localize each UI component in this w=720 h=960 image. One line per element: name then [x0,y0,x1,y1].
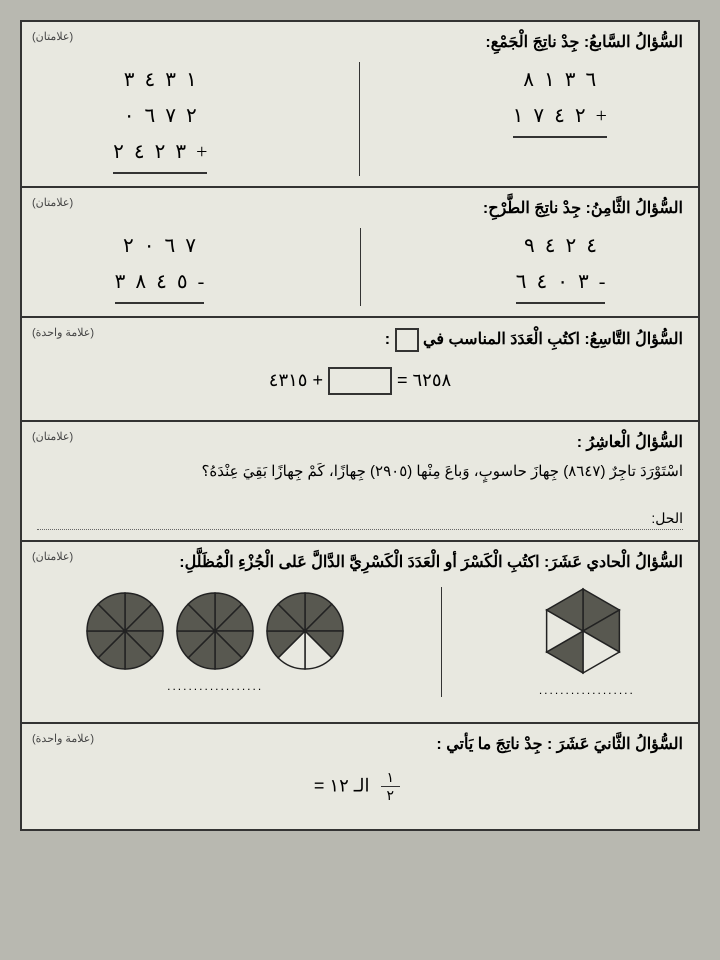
q9-title-pre: السُّؤالُ التَّاسِعُ: اكتُبِ الْعَدَدَ ا… [419,331,683,348]
q7-marks: (علامتان) [32,30,73,43]
question-10: (علامتان) السُّؤالُ الْعاشِرُ : اسْتَوْر… [22,422,698,542]
subtraction-row: ٣ ٠ ٤ ٦ - [516,264,606,300]
q8-title: السُّؤالُ الثَّامِنُ: جِدْ ناتِجَ الطَّر… [37,198,683,218]
q8-left-problem: ٧ ٦ ٠ ٢ ٥ ٤ ٨ ٣ - [115,228,205,306]
circles-group: .................. [85,591,345,693]
sum-line [513,136,607,138]
q8-right-problem: ٤ ٢ ٤ ٩ ٣ ٠ ٤ ٦ - [516,228,606,306]
hexagon-icon [539,587,627,675]
fraction-numerator: ١ [381,769,401,787]
q12-equation: ١ ٢ الـ ١٢ = [37,769,683,804]
q8-marks: (علامتان) [32,196,73,209]
diff-line [115,302,205,304]
pie-circle-icon [175,591,255,671]
addition-row: ١ ٣ ٤ ٣ [113,62,207,98]
subtraction-row: ٧ ٦ ٠ ٢ [115,228,205,264]
q7-title: السُّؤالُ السَّابعُ: جِدْ ناتِجَ الْجَمْ… [37,32,683,52]
q9-title-post: : [385,331,390,348]
question-12: (علامة واحدة) السُّؤالُ الثَّانيَ عَشَرَ… [22,724,698,829]
q9-title: السُّؤالُ التَّاسِعُ: اكتُبِ الْعَدَدَ ا… [37,328,683,352]
answer-box[interactable] [328,367,392,395]
hexagon-group: .................. [539,587,635,697]
pie-circle-icon [85,591,165,671]
q10-title: السُّؤالُ الْعاشِرُ : [37,432,683,452]
q9-marks: (علامة واحدة) [32,326,94,339]
pie-circle-icon [265,591,345,671]
addition-row: ٣ ٢ ٤ ٢ + [113,134,207,170]
eq-left: ٦٢٥٨ = [392,370,451,390]
fraction-denominator: ٢ [381,787,401,804]
sum-line [113,172,207,174]
q10-marks: (علامتان) [32,430,73,443]
column-divider [441,587,442,697]
addition-row: ٢ ٧ ٦ ٠ [113,98,207,134]
blank-box-icon [395,328,419,352]
q11-title: السُّؤالُ الْحادي عَشَرَ: اكتُبِ الْكَسْ… [37,552,683,572]
q12-text: الـ ١٢ = [314,775,370,795]
addition-row: ٢ ٤ ٧ ١ + [513,98,607,134]
q9-equation: ٦٢٥٨ = + ٤٣١٥ [37,367,683,395]
q7-right-problem: ٦ ٣ ١ ٨ ٢ ٤ ٧ ١ + [513,62,607,176]
q12-title: السُّؤالُ الثَّانيَ عَشَرَ : جِدْ ناتِجَ… [37,734,683,754]
q7-left-problem: ١ ٣ ٤ ٣ ٢ ٧ ٦ ٠ ٣ ٢ ٤ ٢ + [113,62,207,176]
q10-solution-label: الحل: [37,510,683,530]
diff-line [516,302,606,304]
q12-marks: (علامة واحدة) [32,732,94,745]
column-divider [359,62,360,176]
question-11: (علامتان) السُّؤالُ الْحادي عَشَرَ: اكتُ… [22,542,698,724]
fraction: ١ ٢ [381,769,401,804]
worksheet: (علامتان) السُّؤالُ السَّابعُ: جِدْ ناتِ… [20,20,700,831]
answer-dots: .................. [85,679,345,693]
addition-row: ٦ ٣ ١ ٨ [513,62,607,98]
subtraction-row: ٤ ٢ ٤ ٩ [516,228,606,264]
column-divider [360,228,361,306]
question-9: (علامة واحدة) السُّؤالُ التَّاسِعُ: اكتُ… [22,318,698,422]
subtraction-row: ٥ ٤ ٨ ٣ - [115,264,205,300]
q10-problem-text: اسْتَوْرَدَ تاجِرٌ (٨٦٤٧) جِهازَ حاسوبٍ،… [37,462,683,480]
question-8: (علامتان) السُّؤالُ الثَّامِنُ: جِدْ نات… [22,188,698,318]
q11-marks: (علامتان) [32,550,73,563]
question-7: (علامتان) السُّؤالُ السَّابعُ: جِدْ ناتِ… [22,22,698,188]
answer-dots: .................. [539,683,635,697]
eq-right: + ٤٣١٥ [269,370,323,390]
